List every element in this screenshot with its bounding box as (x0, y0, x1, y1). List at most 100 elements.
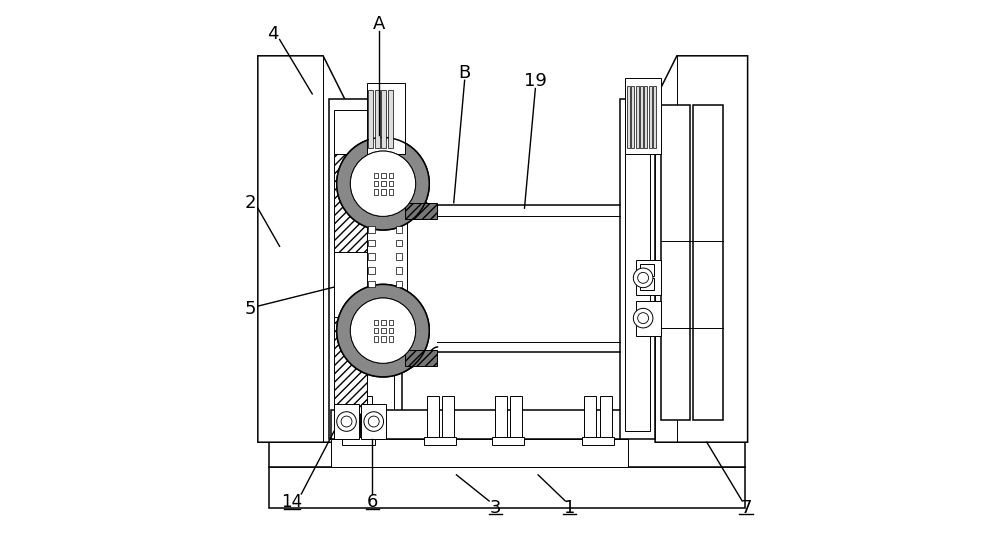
Bar (367, 83, 405, 154)
Bar (644, 86, 647, 148)
Text: 14: 14 (282, 493, 303, 511)
Bar (269, 437, 745, 467)
Bar (625, 108, 650, 432)
Bar (374, 189, 378, 195)
Bar (640, 264, 654, 276)
Wedge shape (337, 284, 429, 377)
Bar (389, 181, 393, 187)
Bar (388, 90, 393, 148)
Text: B: B (459, 64, 471, 82)
Text: 2: 2 (245, 194, 256, 212)
Bar (375, 90, 380, 148)
Bar (492, 437, 524, 445)
Bar (381, 181, 386, 187)
Bar (329, 100, 402, 439)
Bar (374, 320, 378, 325)
Text: 1: 1 (564, 498, 575, 516)
Circle shape (633, 268, 653, 288)
Bar (342, 437, 375, 445)
Bar (361, 404, 386, 439)
Bar (368, 90, 373, 148)
Bar (331, 410, 628, 439)
Circle shape (337, 137, 429, 230)
Bar (495, 396, 507, 439)
Bar (334, 404, 359, 439)
Bar (625, 78, 661, 154)
Bar (442, 396, 454, 439)
Bar (653, 86, 656, 148)
Bar (427, 396, 439, 439)
Circle shape (350, 151, 416, 217)
Circle shape (350, 298, 416, 363)
Bar (334, 110, 394, 429)
Bar (374, 173, 378, 178)
Bar (510, 396, 522, 439)
Bar (368, 240, 375, 246)
Bar (381, 189, 386, 195)
Bar (396, 267, 402, 274)
Bar (396, 240, 402, 246)
Circle shape (350, 298, 416, 363)
Bar (405, 350, 437, 366)
Bar (374, 181, 378, 187)
Polygon shape (258, 56, 345, 442)
Text: 4: 4 (267, 25, 278, 43)
Bar (661, 105, 690, 421)
Bar (381, 320, 386, 325)
Bar (374, 336, 378, 341)
Bar (381, 173, 386, 178)
Circle shape (341, 416, 352, 427)
Circle shape (364, 412, 384, 432)
Bar (396, 226, 402, 232)
Bar (636, 260, 661, 295)
Bar (360, 396, 372, 439)
Bar (640, 278, 654, 290)
Bar (600, 396, 612, 439)
Circle shape (638, 272, 649, 283)
Bar (269, 467, 745, 508)
Bar (627, 86, 630, 148)
Bar (584, 396, 596, 439)
Bar (620, 100, 655, 439)
Bar (368, 281, 375, 287)
Bar (368, 253, 375, 260)
Circle shape (350, 151, 416, 217)
Bar (374, 328, 378, 333)
Bar (331, 439, 628, 467)
Bar (389, 328, 393, 333)
Bar (636, 86, 639, 148)
Circle shape (368, 416, 379, 427)
Bar (389, 189, 393, 195)
Bar (334, 154, 367, 252)
Text: 6: 6 (366, 493, 378, 511)
Bar (636, 301, 661, 336)
Circle shape (337, 284, 429, 377)
Circle shape (638, 313, 649, 324)
Bar (396, 281, 402, 287)
Circle shape (337, 412, 356, 432)
Bar (424, 437, 456, 445)
Bar (396, 253, 402, 260)
Text: 5: 5 (245, 300, 256, 318)
Bar (389, 173, 393, 178)
Circle shape (633, 309, 653, 328)
Text: 7: 7 (740, 498, 752, 516)
Bar (334, 317, 367, 415)
Bar (649, 86, 652, 148)
Bar (368, 267, 375, 274)
Polygon shape (655, 56, 748, 442)
Bar (381, 90, 386, 148)
Bar (693, 105, 723, 421)
Text: A: A (373, 15, 385, 33)
Text: 3: 3 (490, 498, 501, 516)
Bar (381, 336, 386, 341)
Bar (405, 203, 437, 219)
Bar (631, 86, 634, 148)
Bar (389, 336, 393, 341)
Bar (367, 208, 407, 295)
Text: 19: 19 (524, 72, 547, 90)
Bar (381, 328, 386, 333)
Bar (582, 437, 614, 445)
Bar (389, 320, 393, 325)
Bar (345, 396, 357, 439)
